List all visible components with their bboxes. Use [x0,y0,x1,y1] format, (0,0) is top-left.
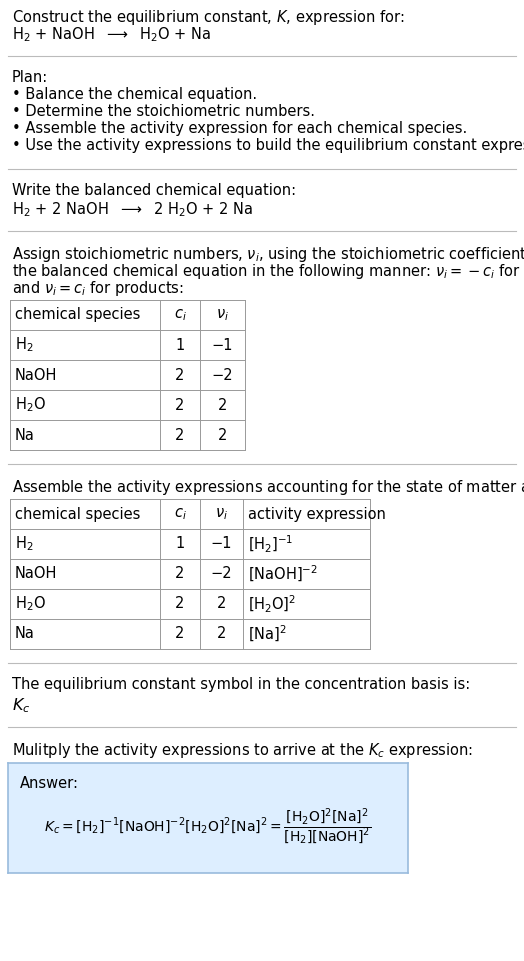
Text: H$_2$O: H$_2$O [15,396,46,414]
Text: Write the balanced chemical equation:: Write the balanced chemical equation: [12,183,296,198]
Text: 2: 2 [176,627,184,642]
Text: Na: Na [15,627,35,642]
Text: 2: 2 [217,627,226,642]
Text: • Use the activity expressions to build the equilibrium constant expression.: • Use the activity expressions to build … [12,138,524,153]
Text: 2: 2 [176,428,184,442]
Text: 1: 1 [176,536,184,552]
Text: 2: 2 [176,367,184,382]
Text: Construct the equilibrium constant, $K$, expression for:: Construct the equilibrium constant, $K$,… [12,8,405,27]
Text: H$_2$ + 2 NaOH  $\longrightarrow$  2 H$_2$O + 2 Na: H$_2$ + 2 NaOH $\longrightarrow$ 2 H$_2$… [12,200,253,219]
Text: $c_i$: $c_i$ [173,506,187,522]
Text: Assemble the activity expressions accounting for the state of matter and $\nu_i$: Assemble the activity expressions accoun… [12,478,524,497]
Text: H$_2$O: H$_2$O [15,595,46,613]
Text: Assign stoichiometric numbers, $\nu_i$, using the stoichiometric coefficients, $: Assign stoichiometric numbers, $\nu_i$, … [12,245,524,264]
Text: −2: −2 [212,367,233,382]
Text: • Determine the stoichiometric numbers.: • Determine the stoichiometric numbers. [12,104,315,119]
Text: Mulitply the activity expressions to arrive at the $K_c$ expression:: Mulitply the activity expressions to arr… [12,741,473,760]
Text: activity expression: activity expression [248,506,386,522]
Text: chemical species: chemical species [15,308,140,323]
Text: Plan:: Plan: [12,70,48,85]
Text: Na: Na [15,428,35,442]
Text: 2: 2 [217,597,226,611]
Text: 2: 2 [176,566,184,581]
Text: H$_2$: H$_2$ [15,335,34,355]
Text: −2: −2 [211,566,232,581]
Text: H$_2$: H$_2$ [15,534,34,554]
Text: 2: 2 [218,398,227,412]
Text: the balanced chemical equation in the following manner: $\nu_i = -c_i$ for react: the balanced chemical equation in the fo… [12,262,524,281]
Text: • Assemble the activity expression for each chemical species.: • Assemble the activity expression for e… [12,121,467,136]
Text: $\nu_i$: $\nu_i$ [216,308,229,323]
Text: Answer:: Answer: [20,776,79,791]
Text: NaOH: NaOH [15,566,57,581]
Text: −1: −1 [211,536,232,552]
Text: The equilibrium constant symbol in the concentration basis is:: The equilibrium constant symbol in the c… [12,677,470,692]
Text: $K_c$: $K_c$ [12,696,30,715]
Text: 1: 1 [176,337,184,353]
Text: $c_i$: $c_i$ [173,308,187,323]
Text: [H$_2$]$^{-1}$: [H$_2$]$^{-1}$ [248,533,293,554]
Text: −1: −1 [212,337,233,353]
Text: chemical species: chemical species [15,506,140,522]
Text: 2: 2 [218,428,227,442]
Text: and $\nu_i = c_i$ for products:: and $\nu_i = c_i$ for products: [12,279,184,298]
Text: $K_c = [\mathrm{H_2}]^{-1} [\mathrm{NaOH}]^{-2} [\mathrm{H_2O}]^2 [\mathrm{Na}]^: $K_c = [\mathrm{H_2}]^{-1} [\mathrm{NaOH… [44,806,372,847]
Text: $\nu_i$: $\nu_i$ [215,506,228,522]
Text: NaOH: NaOH [15,367,57,382]
Text: 2: 2 [176,398,184,412]
Text: H$_2$ + NaOH  $\longrightarrow$  H$_2$O + Na: H$_2$ + NaOH $\longrightarrow$ H$_2$O + … [12,25,211,43]
Text: 2: 2 [176,597,184,611]
Text: • Balance the chemical equation.: • Balance the chemical equation. [12,87,257,102]
Text: [H$_2$O]$^2$: [H$_2$O]$^2$ [248,594,296,614]
Text: [NaOH]$^{-2}$: [NaOH]$^{-2}$ [248,564,318,584]
Text: [Na]$^2$: [Na]$^2$ [248,624,287,644]
